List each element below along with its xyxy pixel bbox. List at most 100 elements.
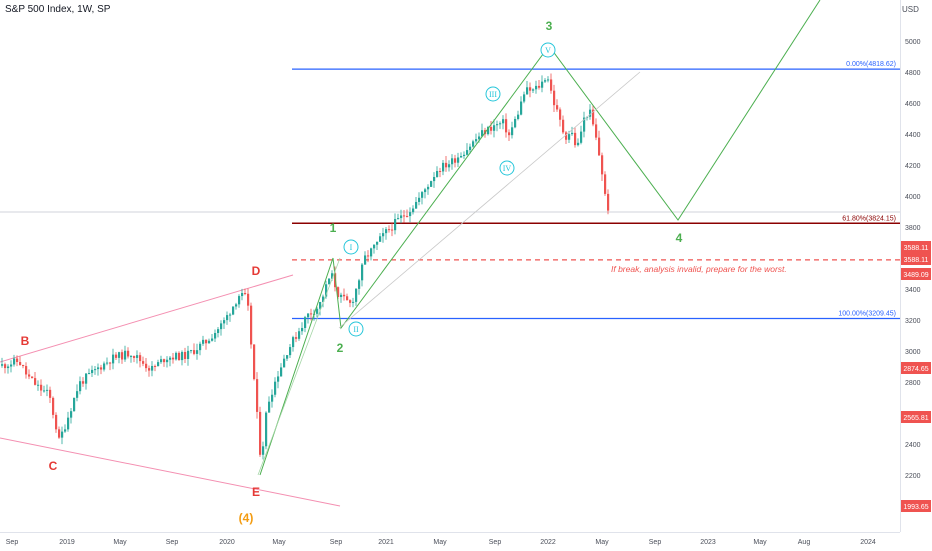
candle-body [232,306,235,315]
candle-body [439,171,442,173]
wave-circle-icon [499,160,515,176]
x-tick-label: Sep [649,539,662,546]
wave-projection-line [338,71,641,329]
candle-body [577,142,580,146]
candle-body [268,401,271,413]
candle-body [337,287,340,298]
candle [40,379,43,397]
candle [115,352,118,361]
candle-body [10,364,13,367]
candle [304,315,307,333]
candle-body [580,131,583,143]
candle-body [430,181,433,187]
candle-body [469,146,472,151]
candle [196,343,199,360]
wave-label-4-orange: (4) [239,511,254,525]
candle-body [340,294,343,298]
candle [400,209,403,224]
candle [190,349,193,354]
candle-body [322,296,325,302]
candle [466,143,469,156]
candle-body [295,337,298,339]
candle [385,226,388,240]
candle [526,80,529,95]
candle-body [490,127,493,131]
candle-body [289,347,292,356]
candle [544,78,547,83]
candle [412,205,415,215]
candle [22,364,25,369]
candle-body [262,446,265,455]
candle [247,288,250,311]
candle-body [607,193,610,211]
candle [145,357,148,372]
time-axis[interactable] [0,532,900,551]
candle-body [358,280,361,289]
candle [562,115,565,135]
candle [43,385,46,393]
circled-wave-label: I [343,239,359,255]
x-tick-label: 2022 [540,539,556,546]
candle [289,344,292,359]
candle-body [283,358,286,368]
candle-body [136,355,139,358]
candle-body [442,162,445,172]
price-axis[interactable] [900,0,932,532]
price-label-bg [901,253,931,265]
candle-body [499,123,502,125]
candle-body [502,119,505,124]
candle [406,209,409,218]
candle [4,362,7,374]
candle-body [109,362,112,364]
candle [55,412,58,433]
candle [265,411,268,450]
candle [475,133,478,144]
y-tick-label: 2800 [905,380,921,387]
candle-body [178,352,181,361]
y-tick-label: 3400 [905,287,921,294]
candle-body [97,367,100,370]
candle [61,426,64,445]
candle-body [193,350,196,354]
candle-body [532,89,535,91]
candle-body [160,359,163,363]
candle-body [346,296,349,301]
candle [118,351,121,364]
candle [205,339,208,350]
candle [337,286,340,300]
candle [25,362,28,379]
candle [136,350,139,364]
candle-body [115,354,118,358]
candle [403,210,406,223]
x-tick-label: Sep [6,539,19,546]
candle-body [19,361,22,365]
candle [106,357,109,366]
candle [139,352,142,368]
candle-body [154,365,157,367]
candle-body [604,174,607,194]
candle [319,301,322,316]
candle [451,154,454,170]
candle [238,294,241,308]
candle-body [100,367,103,370]
candle [112,348,115,370]
candle [133,355,136,363]
candle [397,213,400,220]
candle-body [181,351,184,361]
candle [7,364,10,374]
channel-lower-line [0,437,341,507]
x-tick-label: 2021 [378,539,394,546]
circled-wave-label: V [540,42,556,58]
candle [94,365,97,375]
candle-body [466,150,469,155]
y-tick-label: 2200 [905,473,921,480]
candle [538,80,541,90]
candle [172,353,175,364]
candle-body [424,189,427,193]
y-tick-label: 3800 [905,225,921,232]
candle-body [487,127,490,135]
candle [130,354,133,363]
candle [268,396,271,413]
candle-body [520,101,523,115]
